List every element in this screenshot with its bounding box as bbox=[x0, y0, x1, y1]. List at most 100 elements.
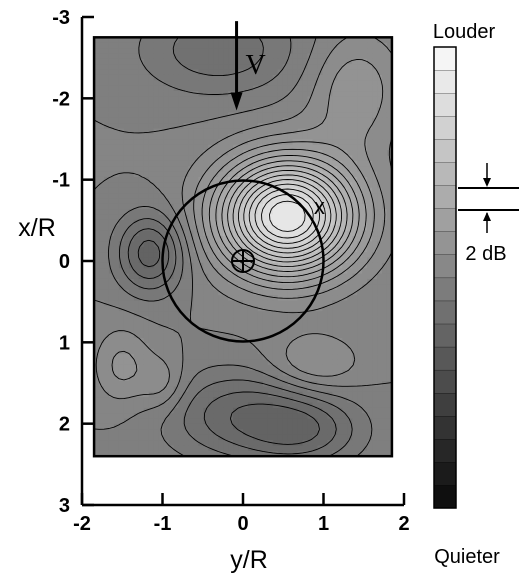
field-cell bbox=[168, 150, 175, 157]
field-cell bbox=[94, 112, 100, 119]
field-cell bbox=[168, 101, 175, 108]
field-cell bbox=[267, 348, 274, 355]
field-cell bbox=[163, 166, 170, 173]
field-cell bbox=[312, 53, 319, 60]
field-cell bbox=[113, 230, 120, 237]
colorbar-band bbox=[433, 438, 457, 463]
field-cell bbox=[312, 391, 319, 398]
field-cell bbox=[317, 418, 324, 425]
field-cell bbox=[138, 48, 145, 55]
field-cell bbox=[163, 445, 170, 452]
field-cell bbox=[118, 252, 125, 259]
field-cell bbox=[342, 123, 348, 130]
field-cell bbox=[287, 327, 294, 334]
field-cell bbox=[267, 42, 274, 49]
field-cell bbox=[342, 64, 348, 71]
field-cell bbox=[357, 445, 363, 452]
field-cell bbox=[143, 150, 150, 157]
field-cell bbox=[362, 418, 368, 425]
field-cell bbox=[228, 418, 234, 425]
field-cell bbox=[243, 418, 249, 425]
field-cell bbox=[262, 327, 269, 334]
field-cell bbox=[183, 434, 189, 441]
field-cell bbox=[362, 69, 368, 76]
field-cell bbox=[218, 230, 224, 237]
field-cell bbox=[277, 381, 284, 387]
field-cell bbox=[208, 171, 214, 178]
field-cell bbox=[382, 429, 388, 436]
field-cell bbox=[113, 123, 120, 130]
field-cell bbox=[382, 182, 388, 189]
field-cell bbox=[312, 133, 319, 140]
field-cell bbox=[357, 214, 363, 221]
field-cell bbox=[382, 413, 388, 420]
field-cell bbox=[193, 96, 199, 103]
field-cell bbox=[377, 53, 383, 60]
field-cell bbox=[332, 295, 338, 302]
field-cell bbox=[143, 209, 150, 216]
field-cell bbox=[143, 375, 150, 382]
field-cell bbox=[94, 316, 100, 323]
field-cell bbox=[332, 85, 338, 92]
field-cell bbox=[238, 37, 244, 44]
field-cell bbox=[188, 112, 194, 119]
field-cell bbox=[342, 101, 348, 108]
field-cell bbox=[287, 305, 294, 312]
field-cell bbox=[352, 123, 358, 130]
field-cell bbox=[113, 133, 120, 140]
field-cell bbox=[307, 85, 314, 92]
field-cell bbox=[342, 96, 348, 103]
field-cell bbox=[128, 391, 135, 398]
field-cell bbox=[118, 391, 125, 398]
field-cell bbox=[118, 123, 125, 130]
field-cell bbox=[183, 112, 189, 119]
field-cell bbox=[307, 37, 314, 44]
field-cell bbox=[113, 236, 120, 242]
field-cell bbox=[372, 107, 378, 114]
peak-marker: x bbox=[314, 194, 325, 219]
field-cell bbox=[188, 418, 194, 425]
field-cell bbox=[243, 332, 249, 339]
field-cell bbox=[203, 133, 209, 140]
field-cell bbox=[292, 155, 299, 162]
field-cell bbox=[372, 370, 378, 377]
field-cell bbox=[327, 338, 333, 345]
field-cell bbox=[386, 354, 392, 361]
field-cell bbox=[208, 413, 214, 420]
field-cell bbox=[287, 219, 294, 226]
field-cell bbox=[128, 42, 135, 49]
field-cell bbox=[243, 381, 249, 387]
field-cell bbox=[94, 391, 100, 398]
field-cell bbox=[377, 402, 383, 409]
field-cell bbox=[163, 74, 170, 81]
field-cell bbox=[203, 166, 209, 173]
field-cell bbox=[252, 80, 259, 87]
field-cell bbox=[243, 53, 249, 60]
field-cell bbox=[252, 107, 259, 114]
field-cell bbox=[257, 166, 264, 173]
field-cell bbox=[327, 364, 333, 371]
field-cell bbox=[287, 300, 294, 307]
field-cell bbox=[272, 241, 279, 248]
field-cell bbox=[372, 160, 378, 167]
field-cell bbox=[99, 450, 105, 457]
field-cell bbox=[367, 96, 373, 103]
field-cell bbox=[148, 117, 155, 124]
field-cell bbox=[99, 214, 105, 221]
field-cell bbox=[386, 429, 392, 436]
field-cell bbox=[213, 112, 219, 119]
field-cell bbox=[138, 53, 145, 60]
field-cell bbox=[143, 434, 150, 441]
field-cell bbox=[218, 316, 224, 323]
field-cell bbox=[128, 58, 135, 65]
field-cell bbox=[208, 166, 214, 173]
field-cell bbox=[347, 386, 353, 393]
field-cell bbox=[153, 423, 160, 430]
field-cell bbox=[183, 300, 189, 307]
field-cell bbox=[158, 128, 165, 135]
colorbar-band bbox=[433, 300, 457, 325]
field-cell bbox=[143, 187, 150, 194]
field-cell bbox=[218, 144, 224, 151]
field-cell bbox=[332, 370, 338, 377]
field-cell bbox=[262, 42, 269, 49]
